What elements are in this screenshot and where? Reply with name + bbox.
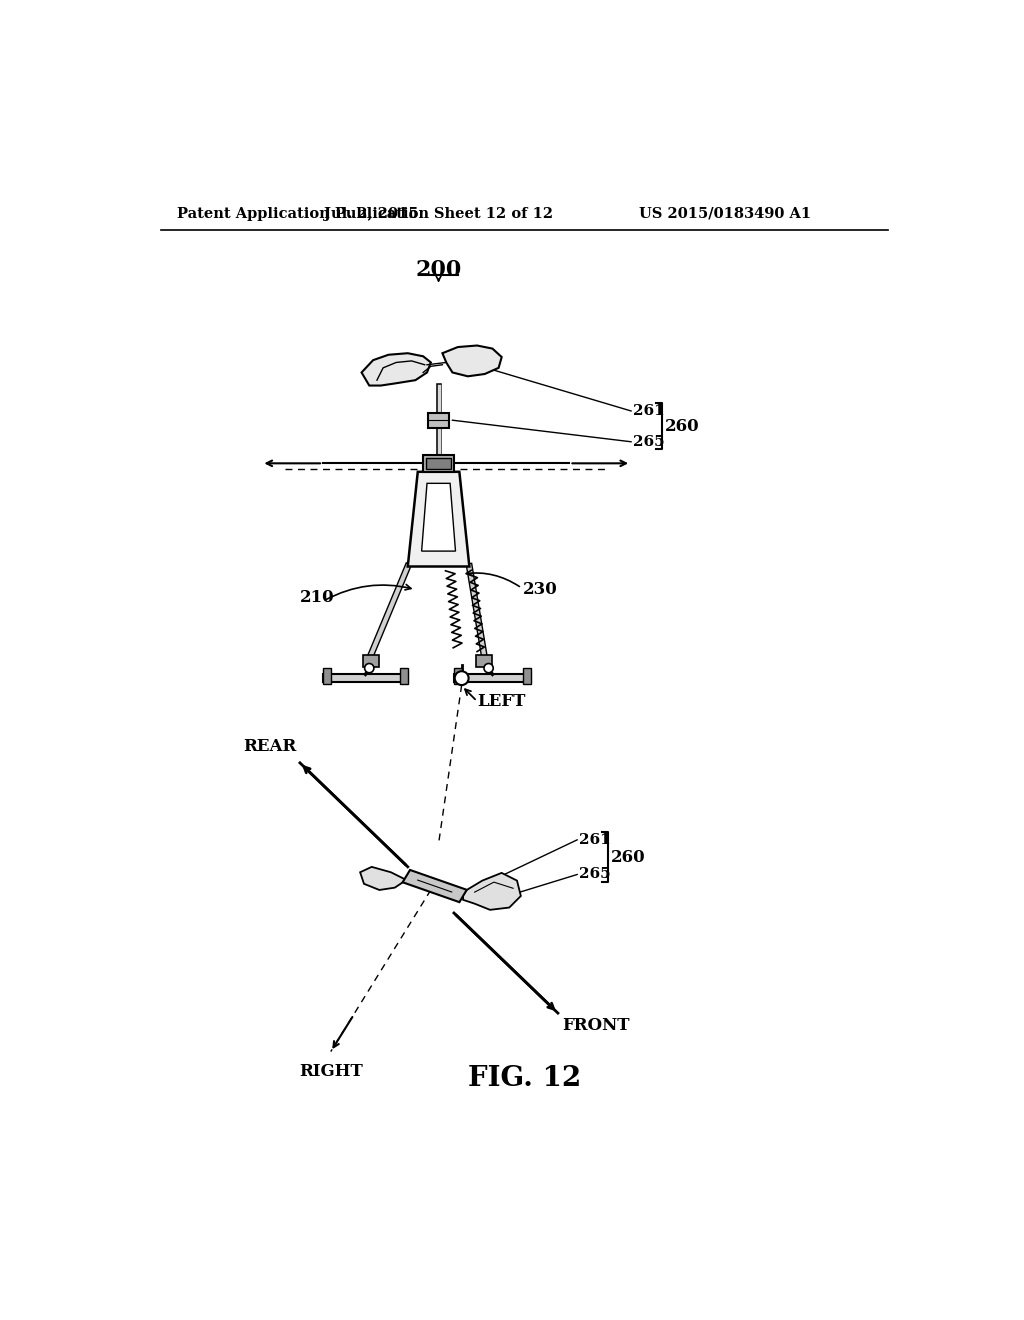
Polygon shape [442, 346, 502, 376]
Text: 261: 261 [634, 404, 666, 418]
Text: FRONT: FRONT [562, 1016, 630, 1034]
Bar [400, 668, 408, 684]
Text: 260: 260 [665, 418, 699, 434]
Text: FIG. 12: FIG. 12 [468, 1065, 582, 1092]
Bar [323, 668, 331, 684]
Text: RIGHT: RIGHT [299, 1063, 362, 1080]
Text: 265: 265 [580, 867, 611, 882]
Bar [475, 655, 493, 668]
Polygon shape [402, 870, 467, 902]
Bar [426, 458, 451, 469]
Polygon shape [408, 471, 469, 566]
Bar [454, 668, 462, 684]
Text: 260: 260 [611, 849, 646, 866]
Bar [423, 455, 454, 471]
Text: 200: 200 [416, 259, 462, 281]
Text: LEFT: LEFT [477, 693, 525, 710]
Text: 265: 265 [634, 434, 665, 449]
Polygon shape [422, 483, 456, 552]
Polygon shape [361, 354, 431, 385]
Text: US 2015/0183490 A1: US 2015/0183490 A1 [639, 207, 811, 220]
Text: 210: 210 [300, 589, 335, 606]
Bar [454, 675, 531, 682]
Text: Jul. 2, 2015   Sheet 12 of 12: Jul. 2, 2015 Sheet 12 of 12 [324, 207, 553, 220]
Text: 261: 261 [580, 833, 611, 847]
Polygon shape [463, 873, 521, 909]
Text: 230: 230 [523, 581, 558, 598]
Bar [364, 655, 379, 668]
Circle shape [484, 664, 494, 673]
Bar [323, 675, 408, 682]
Polygon shape [360, 867, 407, 890]
Text: REAR: REAR [243, 738, 296, 755]
Circle shape [365, 664, 374, 673]
Circle shape [455, 671, 469, 685]
Bar [523, 668, 531, 684]
Bar [428, 412, 450, 428]
Text: Patent Application Publication: Patent Application Publication [177, 207, 429, 220]
